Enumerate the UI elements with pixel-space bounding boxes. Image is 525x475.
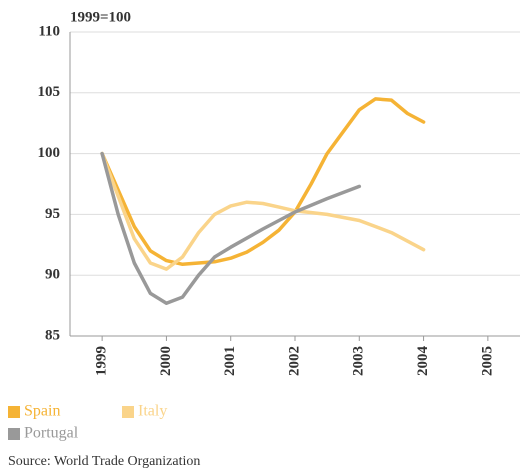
y-tick-label: 105	[38, 84, 61, 100]
y-tick-label: 110	[38, 23, 60, 39]
legend-swatch	[122, 406, 134, 418]
legend-swatch	[8, 406, 20, 418]
x-tick-label: 2000	[158, 346, 174, 376]
series-line	[100, 151, 426, 271]
series-line	[100, 97, 426, 267]
y-tick-label: 90	[45, 267, 60, 283]
x-tick-label: 2005	[479, 346, 495, 376]
legend-label: Portugal	[24, 425, 79, 442]
legend-label: Italy	[138, 403, 167, 420]
y-tick-label: 85	[45, 327, 60, 343]
x-tick-label: 1999	[94, 346, 110, 376]
legend-swatch	[8, 428, 20, 440]
x-tick-label: 2004	[415, 346, 431, 377]
chart-title: 1999=100	[70, 9, 131, 25]
x-tick-label: 2003	[351, 346, 367, 376]
y-tick-label: 95	[45, 206, 60, 222]
source: Source: World Trade Organization	[8, 454, 200, 469]
x-tick-label: 2001	[222, 346, 238, 376]
y-tick-label: 100	[38, 145, 61, 161]
x-tick-label: 2002	[286, 346, 302, 376]
legend-label: Spain	[24, 403, 60, 420]
series-line	[100, 151, 362, 305]
